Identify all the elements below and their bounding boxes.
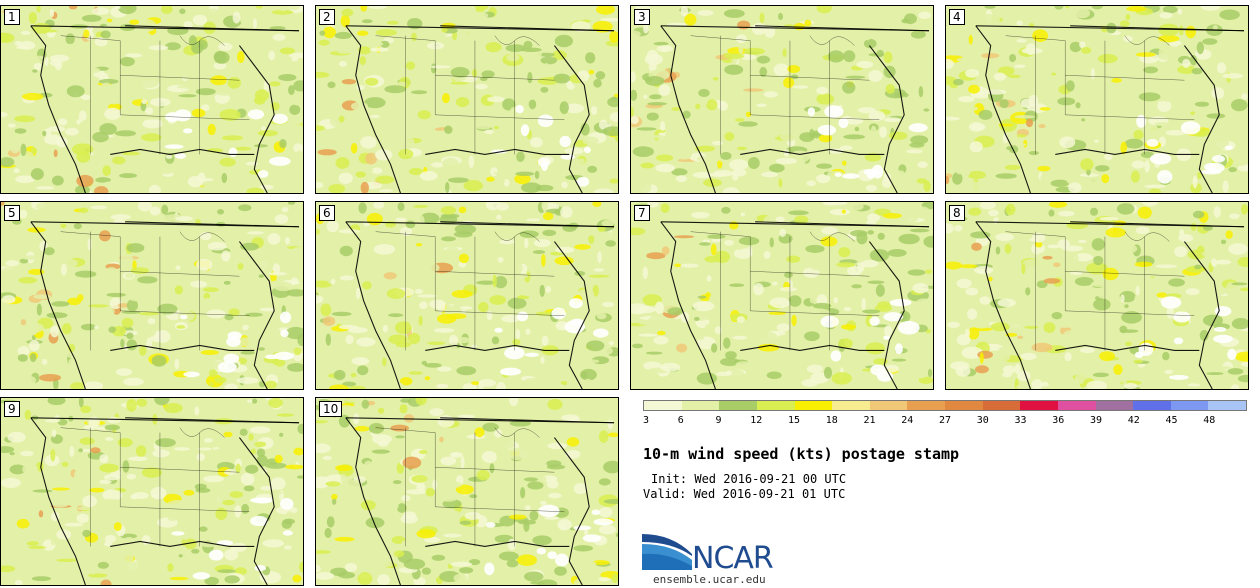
legend-tick-label: 12 <box>750 415 763 426</box>
legend-swatch <box>1020 401 1058 410</box>
legend-swatch <box>794 401 833 410</box>
legend-colorbar <box>643 400 1247 411</box>
legend-tick-label: 42 <box>1127 415 1140 426</box>
legend-tick-label: 3 <box>643 415 650 426</box>
member-panel-1[interactable]: 1 <box>0 5 304 194</box>
legend-swatch <box>1133 401 1171 410</box>
legend-swatch <box>1095 401 1134 410</box>
ncar-wordmark: NCAR <box>692 541 774 576</box>
wind-speed-map <box>946 6 1248 193</box>
member-panel-3[interactable]: 3 <box>630 5 934 194</box>
wind-speed-map <box>316 202 618 389</box>
member-panel-2[interactable]: 2 <box>315 5 619 194</box>
legend-tick-label: 15 <box>787 415 801 426</box>
legend-tick-label: 24 <box>901 415 914 426</box>
panel-number: 9 <box>4 401 20 417</box>
valid-time: Valid: Wed 2016-09-21 01 UTC <box>643 487 846 501</box>
legend-tick-label: 21 <box>863 415 876 426</box>
legend-tick-label: 9 <box>715 415 722 426</box>
init-time: Init: Wed 2016-09-21 00 UTC <box>651 472 847 486</box>
legend-tick-label: 27 <box>938 415 952 426</box>
legend-tick-label: 30 <box>976 415 989 426</box>
member-panel-9[interactable]: 9 <box>0 397 304 586</box>
legend-swatch <box>1057 401 1096 410</box>
wind-speed-map <box>1 6 303 193</box>
legend-labels: 3 6 9 12 15 18 21 24 27 30 33 36 39 42 45 48 <box>643 415 1247 429</box>
panel-number: 6 <box>319 205 335 221</box>
legend-swatch <box>907 401 945 410</box>
panel-number: 5 <box>4 205 20 221</box>
ncar-logo: NCAR <box>642 530 802 578</box>
member-panel-5[interactable]: 5 <box>0 201 304 390</box>
member-panel-10[interactable]: 10 <box>315 397 619 586</box>
wind-speed-map <box>1 202 303 389</box>
legend-swatch <box>832 401 870 410</box>
legend-tick-label: 33 <box>1014 415 1027 426</box>
panel-number: 1 <box>4 9 20 25</box>
legend-tick-label: 39 <box>1089 415 1103 426</box>
legend-swatch <box>945 401 983 410</box>
legend-swatch <box>1208 401 1246 410</box>
legend-swatch <box>756 401 795 410</box>
site-url[interactable]: ensemble.ucar.edu <box>653 573 766 586</box>
panel-number: 4 <box>949 9 965 25</box>
wind-speed-map <box>631 202 933 389</box>
panel-number: 3 <box>634 9 650 25</box>
legend-swatch <box>644 401 682 410</box>
wind-speed-map <box>316 398 618 585</box>
color-legend <box>643 400 1247 412</box>
legend-tick-label: 45 <box>1165 415 1178 426</box>
panel-number: 2 <box>319 9 335 25</box>
map-title: 10-m wind speed (kts) postage stamp <box>643 445 960 463</box>
panel-number: 7 <box>634 205 650 221</box>
wind-speed-map <box>316 6 618 193</box>
member-panel-8[interactable]: 8 <box>945 201 1249 390</box>
legend-swatch <box>869 401 908 410</box>
legend-swatch <box>1170 401 1209 410</box>
panel-number: 10 <box>319 401 343 417</box>
wind-speed-map <box>631 6 933 193</box>
wind-speed-map <box>946 202 1248 389</box>
legend-tick-label: 48 <box>1203 415 1216 426</box>
member-panel-7[interactable]: 7 <box>630 201 934 390</box>
legend-swatch <box>681 401 720 410</box>
legend-tick-label: 18 <box>825 415 838 426</box>
panel-number: 8 <box>949 205 965 221</box>
legend-tick-label: 36 <box>1052 415 1065 426</box>
member-panel-4[interactable]: 4 <box>945 5 1249 194</box>
member-panel-6[interactable]: 6 <box>315 201 619 390</box>
wind-speed-map <box>1 398 303 585</box>
legend-swatch <box>982 401 1021 410</box>
legend-swatch <box>719 401 757 410</box>
legend-tick-label: 6 <box>677 415 684 426</box>
ncar-swoosh-icon <box>642 534 692 570</box>
